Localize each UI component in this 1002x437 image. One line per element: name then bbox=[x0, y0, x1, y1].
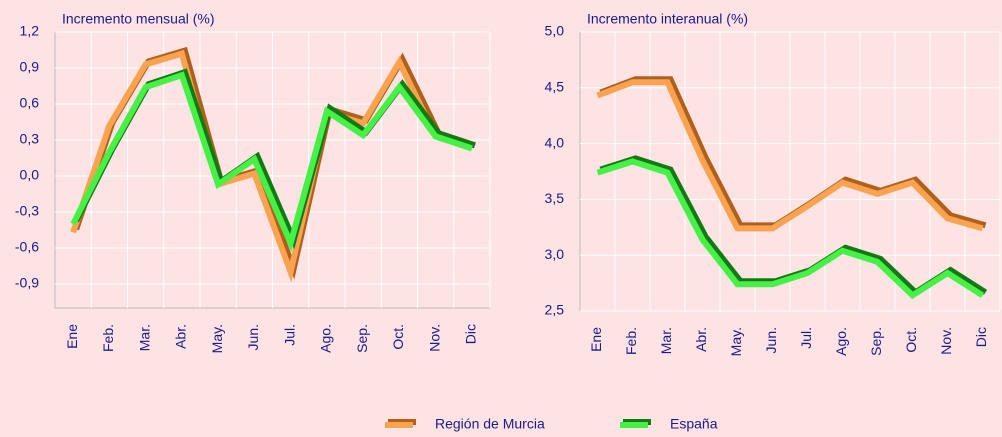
x-tick-label: Abr. bbox=[173, 324, 189, 349]
x-tick-label: Abr. bbox=[693, 327, 709, 352]
x-tick-label: Jul. bbox=[281, 324, 297, 346]
line-shadow bbox=[599, 76, 987, 229]
x-tick-label: May. bbox=[728, 327, 744, 356]
x-tick-label: Ago. bbox=[833, 327, 849, 356]
x-tick-label: Mar. bbox=[136, 324, 152, 351]
y-tick-label: 4,5 bbox=[545, 79, 565, 95]
y-tick-label: -0,9 bbox=[15, 275, 39, 291]
line bbox=[70, 71, 473, 253]
x-tick-label: Oct. bbox=[903, 327, 919, 353]
x-tick-label: Jul. bbox=[798, 327, 814, 349]
y-tick-label: 0,9 bbox=[20, 59, 40, 75]
x-tick-label: May. bbox=[209, 324, 225, 353]
y-tick-label: 0,3 bbox=[20, 131, 40, 147]
x-tick-label: Ago. bbox=[318, 324, 334, 353]
y-tick-label: 3,5 bbox=[545, 190, 565, 206]
x-tick-label: Nov. bbox=[938, 327, 954, 355]
chart-title: Incremento interanual (%) bbox=[587, 11, 748, 27]
y-tick-label: 0,6 bbox=[20, 95, 40, 111]
x-tick-label: Ene bbox=[64, 324, 80, 349]
line bbox=[70, 49, 473, 283]
y-tick-label: 2,5 bbox=[545, 302, 565, 318]
y-tick-label: -0,3 bbox=[15, 203, 39, 219]
legend-swatch bbox=[620, 422, 648, 428]
y-tick-label: 0,0 bbox=[20, 167, 40, 183]
x-tick-label: Dic bbox=[463, 324, 479, 344]
x-tick-label: Mar. bbox=[658, 327, 674, 354]
legend-label: España bbox=[670, 416, 718, 432]
x-tick-label: Jun. bbox=[245, 324, 261, 350]
y-tick-label: 4,0 bbox=[545, 134, 565, 150]
line bbox=[596, 158, 985, 300]
legend-swatch bbox=[385, 422, 413, 428]
x-tick-label: Sep. bbox=[868, 327, 884, 356]
x-tick-label: Oct. bbox=[390, 324, 406, 350]
y-tick-label: -0,6 bbox=[15, 239, 39, 255]
x-tick-label: Nov. bbox=[426, 324, 442, 352]
x-tick-label: Ene bbox=[588, 327, 604, 352]
x-tick-label: Sep. bbox=[354, 324, 370, 353]
line bbox=[596, 79, 984, 232]
y-tick-label: 5,0 bbox=[545, 23, 565, 39]
chart-title: Incremento mensual (%) bbox=[62, 11, 215, 27]
x-tick-label: Feb. bbox=[623, 327, 639, 355]
legend-label: Región de Murcia bbox=[435, 416, 545, 432]
line-shadow bbox=[599, 155, 988, 297]
x-tick-label: Dic bbox=[973, 327, 989, 347]
x-tick-label: Feb. bbox=[100, 324, 116, 352]
y-tick-label: 3,0 bbox=[545, 246, 565, 262]
y-tick-label: 1,2 bbox=[20, 23, 40, 39]
x-tick-label: Jun. bbox=[763, 327, 779, 353]
